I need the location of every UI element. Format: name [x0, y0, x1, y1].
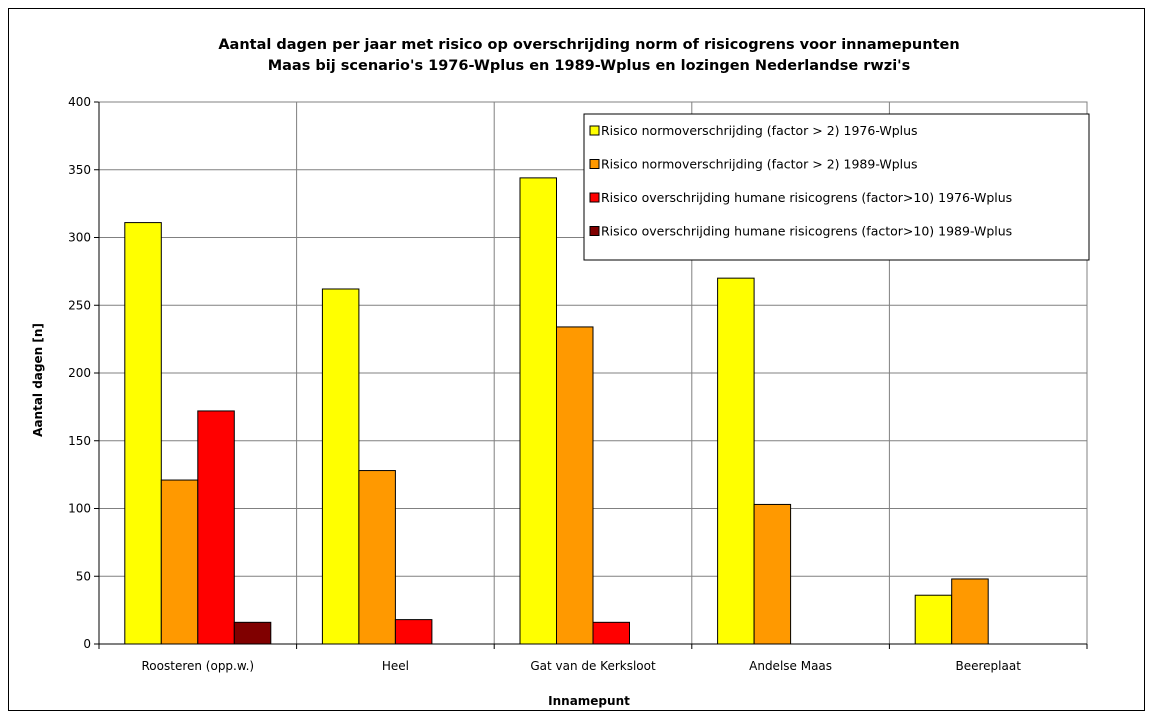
bar: [321, 288, 360, 645]
bar: [394, 619, 433, 645]
legend-label: Risico overschrijding humane risicogrens…: [601, 190, 1012, 205]
legend-swatch: [589, 192, 600, 203]
bar: [124, 222, 162, 645]
bar: [160, 479, 199, 645]
y-tick-label: 200: [68, 366, 91, 380]
bar-chart: Aantal dagen per jaar met risico op over…: [31, 37, 1090, 708]
legend-label: Risico normoverschrijding (factor > 2) 1…: [601, 157, 918, 172]
bar: [556, 326, 594, 645]
legend-box: [583, 113, 1090, 261]
chart-title-line-2: Maas bij scenario's 1976-Wplus en 1989-W…: [268, 58, 911, 74]
legend-swatch: [589, 226, 600, 236]
bar: [717, 277, 755, 645]
chart-title-line-1: Aantal dagen per jaar met risico op over…: [218, 37, 959, 53]
y-tick-labels: 0 50 100 150 200 250 300 350 400: [68, 95, 91, 651]
bar: [592, 621, 630, 645]
bar: [753, 503, 792, 645]
bar: [197, 410, 235, 645]
y-tick-label: 0: [83, 637, 91, 651]
bars: [124, 177, 989, 645]
y-tick-label: 100: [68, 502, 91, 516]
y-tick-label: 350: [68, 163, 91, 177]
bar: [233, 621, 272, 645]
legend-label: Risico overschrijding humane risicogrens…: [601, 224, 1012, 239]
x-tick-labels: Roosteren (opp.w.) Heel Gat van de Kerkslo…: [142, 659, 1022, 673]
bar: [951, 578, 989, 645]
axes: [94, 101, 1088, 649]
legend-swatch: [589, 159, 600, 169]
y-tick-label: 300: [68, 231, 91, 245]
legend-label: Risico normoverschrijding (factor > 2) 1…: [601, 123, 918, 138]
legend-swatch: [589, 125, 600, 136]
legend: Risico normoverschrijding (factor > 2) 1…: [583, 113, 1090, 261]
y-tick-label: 50: [76, 569, 91, 583]
y-tick-label: 400: [68, 95, 91, 109]
y-axis-title: Aantal dagen [n]: [31, 323, 45, 437]
y-tick-label: 150: [68, 434, 91, 448]
bar: [519, 177, 557, 645]
chart-frame: Aantal dagen per jaar met risico op over…: [8, 8, 1145, 711]
bar: [914, 594, 953, 645]
x-tick-label: Heel: [382, 659, 409, 673]
x-axis-title: Innamepunt: [548, 694, 630, 708]
x-tick-label: Gat van de Kerksloot: [530, 659, 656, 673]
y-tick-label: 250: [68, 298, 91, 312]
x-tick-label: Beereplaat: [955, 659, 1021, 673]
x-tick-label: Roosteren (opp.w.): [142, 659, 255, 673]
x-tick-label: Andelse Maas: [749, 659, 832, 673]
bar: [358, 470, 396, 645]
